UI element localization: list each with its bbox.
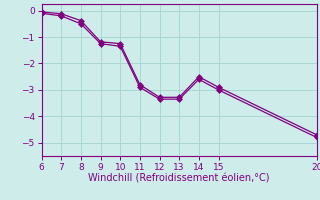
X-axis label: Windchill (Refroidissement éolien,°C): Windchill (Refroidissement éolien,°C) xyxy=(88,173,270,183)
